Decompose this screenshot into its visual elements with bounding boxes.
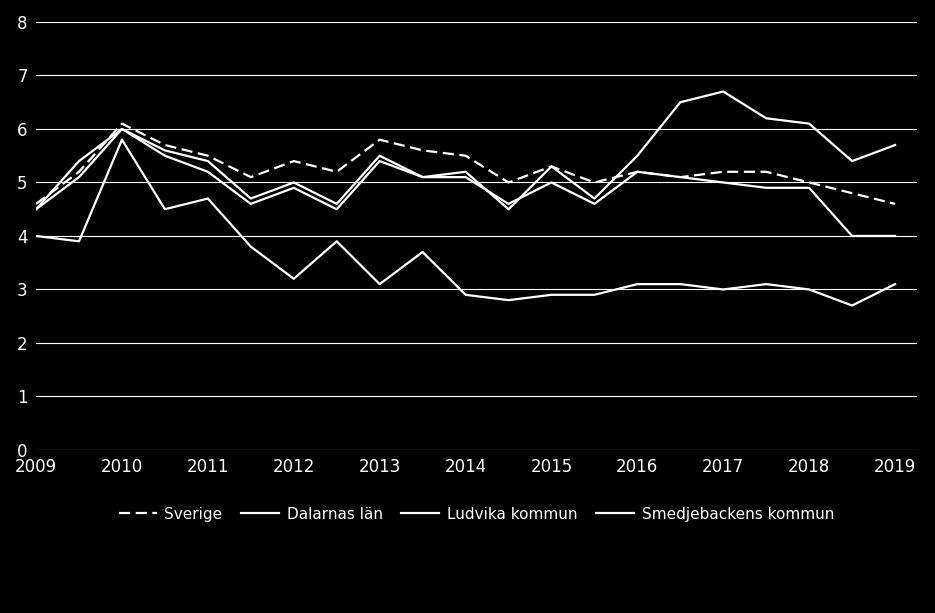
Smedjebackens kommun (718, 286, 729, 293)
Sverige (288, 158, 299, 165)
Dalarnas län (889, 232, 900, 240)
Dalarnas län (632, 168, 643, 175)
Ludvika kommun (503, 205, 514, 213)
Line: Smedjebackens kommun: Smedjebackens kommun (36, 140, 895, 305)
Smedjebackens kommun (288, 275, 299, 283)
Dalarnas län (374, 158, 385, 165)
Smedjebackens kommun (374, 280, 385, 287)
Ludvika kommun (846, 158, 857, 165)
Sverige (889, 200, 900, 208)
Ludvika kommun (546, 162, 557, 170)
Sverige (760, 168, 771, 175)
Dalarnas län (245, 200, 256, 208)
Dalarnas län (74, 173, 85, 181)
Line: Ludvika kommun: Ludvika kommun (36, 91, 895, 209)
Ludvika kommun (202, 158, 213, 165)
Smedjebackens kommun (74, 238, 85, 245)
Smedjebackens kommun (116, 136, 127, 143)
Smedjebackens kommun (331, 238, 342, 245)
Dalarnas län (589, 200, 600, 208)
Ludvika kommun (31, 205, 42, 213)
Sverige (460, 152, 471, 159)
Sverige (546, 162, 557, 170)
Smedjebackens kommun (460, 291, 471, 299)
Smedjebackens kommun (760, 280, 771, 287)
Sverige (803, 179, 814, 186)
Legend: Sverige, Dalarnas län, Ludvika kommun, Smedjebackens kommun: Sverige, Dalarnas län, Ludvika kommun, S… (112, 501, 840, 528)
Sverige (245, 173, 256, 181)
Ludvika kommun (417, 173, 428, 181)
Sverige (116, 120, 127, 128)
Dalarnas län (159, 152, 170, 159)
Smedjebackens kommun (846, 302, 857, 309)
Smedjebackens kommun (675, 280, 686, 287)
Ludvika kommun (632, 152, 643, 159)
Dalarnas län (202, 168, 213, 175)
Sverige (632, 168, 643, 175)
Ludvika kommun (245, 195, 256, 202)
Sverige (31, 200, 42, 208)
Sverige (417, 147, 428, 154)
Sverige (589, 179, 600, 186)
Smedjebackens kommun (417, 248, 428, 256)
Smedjebackens kommun (632, 280, 643, 287)
Ludvika kommun (460, 168, 471, 175)
Ludvika kommun (718, 88, 729, 95)
Smedjebackens kommun (245, 243, 256, 250)
Ludvika kommun (374, 152, 385, 159)
Dalarnas län (803, 184, 814, 191)
Sverige (503, 179, 514, 186)
Sverige (74, 168, 85, 175)
Smedjebackens kommun (803, 286, 814, 293)
Dalarnas län (288, 184, 299, 191)
Sverige (202, 152, 213, 159)
Ludvika kommun (803, 120, 814, 128)
Ludvika kommun (74, 158, 85, 165)
Dalarnas län (675, 173, 686, 181)
Dalarnas län (417, 173, 428, 181)
Ludvika kommun (116, 125, 127, 132)
Ludvika kommun (331, 200, 342, 208)
Ludvika kommun (889, 142, 900, 149)
Smedjebackens kommun (503, 297, 514, 304)
Ludvika kommun (760, 115, 771, 122)
Smedjebackens kommun (202, 195, 213, 202)
Dalarnas län (116, 125, 127, 132)
Ludvika kommun (675, 99, 686, 106)
Sverige (374, 136, 385, 143)
Smedjebackens kommun (589, 291, 600, 299)
Dalarnas län (546, 179, 557, 186)
Ludvika kommun (159, 147, 170, 154)
Smedjebackens kommun (889, 280, 900, 287)
Dalarnas län (760, 184, 771, 191)
Smedjebackens kommun (546, 291, 557, 299)
Sverige (675, 173, 686, 181)
Sverige (718, 168, 729, 175)
Dalarnas län (31, 205, 42, 213)
Ludvika kommun (288, 179, 299, 186)
Sverige (159, 142, 170, 149)
Dalarnas län (503, 200, 514, 208)
Line: Sverige: Sverige (36, 124, 895, 204)
Dalarnas län (331, 205, 342, 213)
Dalarnas län (718, 179, 729, 186)
Dalarnas län (460, 173, 471, 181)
Smedjebackens kommun (31, 232, 42, 240)
Ludvika kommun (589, 195, 600, 202)
Smedjebackens kommun (159, 205, 170, 213)
Line: Dalarnas län: Dalarnas län (36, 129, 895, 236)
Dalarnas län (846, 232, 857, 240)
Sverige (846, 189, 857, 197)
Sverige (331, 168, 342, 175)
